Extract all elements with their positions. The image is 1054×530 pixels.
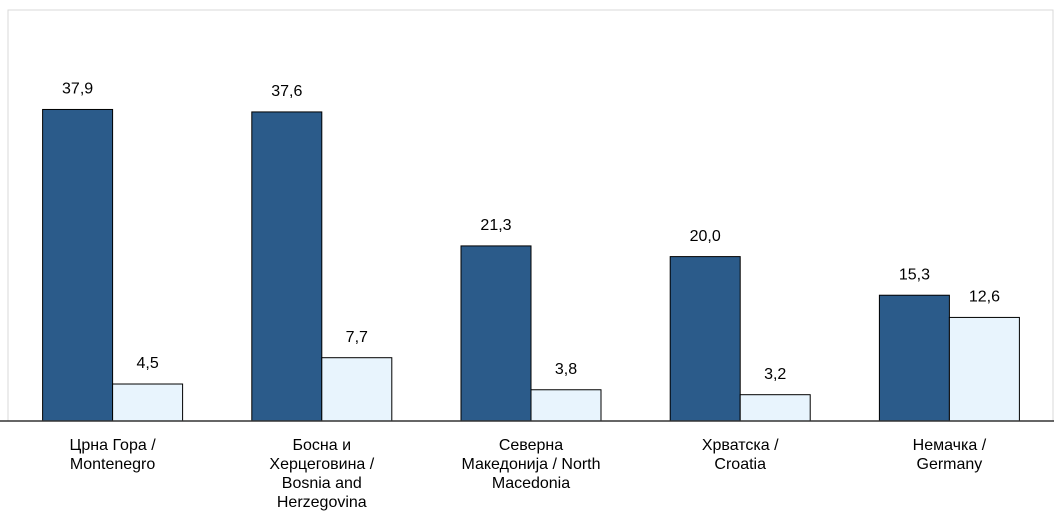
x-tick-label: Северна bbox=[499, 437, 563, 454]
x-tick-label: Хрватска / bbox=[702, 437, 779, 454]
data-label: 12,6 bbox=[969, 289, 1000, 306]
bar bbox=[251, 111, 323, 422]
x-tick-label: Macedonia bbox=[492, 475, 570, 492]
x-tick-label: Босна и bbox=[293, 437, 352, 454]
bar bbox=[112, 383, 184, 422]
x-tick-label: Немачка / bbox=[913, 437, 987, 454]
x-tick-label: Црна Гора / bbox=[70, 437, 157, 454]
x-tick-label: Херцеговина / bbox=[269, 456, 374, 473]
x-tick-label: Herzegovina bbox=[277, 494, 367, 511]
data-label: 20,0 bbox=[690, 228, 721, 245]
data-label: 3,2 bbox=[764, 366, 786, 383]
data-label: 37,9 bbox=[62, 81, 93, 98]
bar bbox=[321, 357, 393, 422]
bar bbox=[878, 294, 950, 422]
bar bbox=[739, 394, 811, 422]
x-tick-label: Montenegro bbox=[70, 456, 155, 473]
x-tick-label: Croatia bbox=[714, 456, 766, 473]
bar bbox=[42, 108, 114, 422]
x-tick-label: Germany bbox=[917, 456, 983, 473]
data-label: 21,3 bbox=[480, 217, 511, 234]
bar bbox=[460, 245, 532, 422]
data-label: 3,8 bbox=[555, 361, 577, 378]
x-tick-label: Bosnia and bbox=[282, 475, 362, 492]
data-label: 37,6 bbox=[271, 83, 302, 100]
bar bbox=[669, 256, 741, 422]
x-tick-label: Македонија / North bbox=[461, 456, 600, 473]
data-label: 4,5 bbox=[136, 355, 158, 372]
data-label: 7,7 bbox=[346, 329, 368, 346]
bar bbox=[948, 316, 1020, 422]
data-label: 15,3 bbox=[899, 266, 930, 283]
bar bbox=[530, 389, 602, 422]
